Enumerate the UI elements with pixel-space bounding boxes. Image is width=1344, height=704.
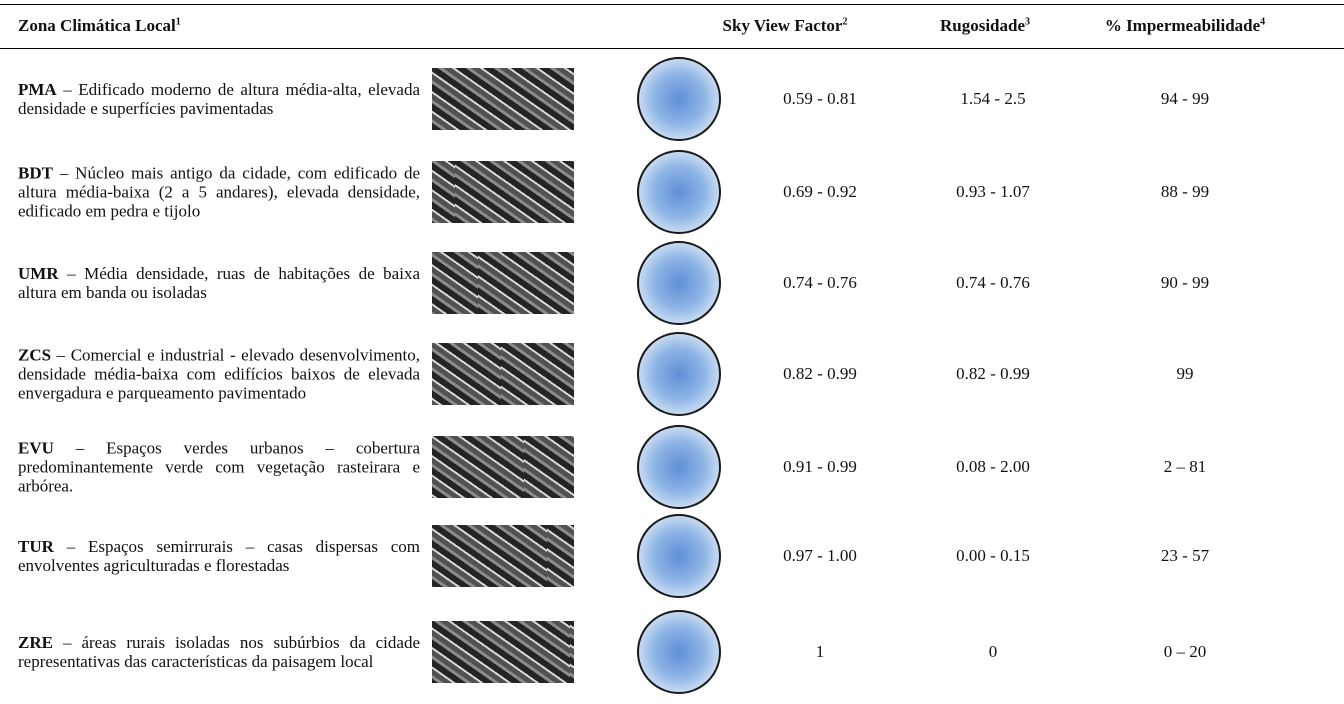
zone-code: UMR (18, 264, 59, 283)
zone-text: – Comercial e industrial - elevado desen… (18, 346, 420, 403)
fisheye-photo (637, 241, 721, 325)
fisheye-photo (637, 57, 721, 141)
header-text: Sky View Factor (723, 16, 843, 35)
table-row: TUR – Espaços semirrurais – casas disper… (0, 510, 1344, 602)
footnote-mark: 2 (842, 16, 847, 27)
fisheye-photo (637, 610, 721, 694)
imperviousness-value: 23 - 57 (1161, 546, 1209, 566)
table-row: ZCS – Comercial e industrial - elevado d… (0, 324, 1344, 424)
table-row: EVU – Espaços verdes urbanos – cobertura… (0, 424, 1344, 510)
fisheye-photo (637, 514, 721, 598)
fisheye-photo (637, 332, 721, 416)
imperviousness-value: 0 – 20 (1164, 642, 1207, 662)
top-rule (0, 4, 1344, 5)
rugosity-value: 0.08 - 2.00 (956, 457, 1030, 477)
footnote-mark: 3 (1025, 16, 1030, 27)
zone-text: – Média densidade, ruas de habitações de… (18, 264, 420, 302)
zone-description: PMA – Edificado moderno de altura média-… (18, 80, 420, 118)
header-rule (0, 48, 1344, 49)
fisheye-photo (637, 150, 721, 234)
rugosity-value: 0.82 - 0.99 (956, 364, 1030, 384)
aerial-photo (432, 525, 574, 587)
footnote-mark: 4 (1260, 16, 1265, 27)
imperviousness-value: 99 (1177, 364, 1194, 384)
fisheye-photo (637, 425, 721, 509)
zone-description: EVU – Espaços verdes urbanos – cobertura… (18, 439, 420, 496)
header-cell: Zona Climática Local1 (18, 16, 181, 36)
zone-description: TUR – Espaços semirrurais – casas disper… (18, 537, 420, 575)
zone-description: UMR – Média densidade, ruas de habitaçõe… (18, 264, 420, 302)
header-text: Rugosidade (940, 16, 1025, 35)
rugosity-value: 0.93 - 1.07 (956, 182, 1030, 202)
table-row: PMA – Edificado moderno de altura média-… (0, 56, 1344, 142)
table-row: UMR – Média densidade, ruas de habitaçõe… (0, 242, 1344, 324)
zone-description: BDT – Núcleo mais antigo da cidade, com … (18, 164, 420, 221)
table-row: ZRE – áreas rurais isoladas nos subúrbio… (0, 602, 1344, 702)
rugosity-value: 0.00 - 0.15 (956, 546, 1030, 566)
imperviousness-value: 2 – 81 (1164, 457, 1207, 477)
svf-value: 0.59 - 0.81 (783, 89, 857, 109)
imperviousness-value: 90 - 99 (1161, 273, 1209, 293)
header-cell: Sky View Factor2 (723, 16, 848, 36)
header-text: % Impermeabilidade (1105, 16, 1260, 35)
zone-text: – Núcleo mais antigo da cidade, com edif… (18, 164, 420, 221)
footnote-mark: 1 (176, 16, 181, 27)
imperviousness-value: 88 - 99 (1161, 182, 1209, 202)
zone-code: BDT (18, 164, 53, 183)
rugosity-value: 0 (989, 642, 998, 662)
aerial-photo (432, 161, 574, 223)
zone-code: PMA (18, 80, 57, 99)
svf-value: 0.69 - 0.92 (783, 182, 857, 202)
header-cell: Rugosidade3 (940, 16, 1030, 36)
zone-text: – Espaços semirrurais – casas dispersas … (18, 537, 420, 575)
zone-code: ZRE (18, 633, 53, 652)
svf-value: 0.97 - 1.00 (783, 546, 857, 566)
rugosity-value: 0.74 - 0.76 (956, 273, 1030, 293)
rugosity-value: 1.54 - 2.5 (960, 89, 1025, 109)
aerial-photo (432, 621, 574, 683)
zone-code: TUR (18, 537, 54, 556)
zone-code: ZCS (18, 346, 51, 365)
zone-code: EVU (18, 439, 54, 458)
imperviousness-value: 94 - 99 (1161, 89, 1209, 109)
svf-value: 0.82 - 0.99 (783, 364, 857, 384)
aerial-photo (432, 252, 574, 314)
zone-text: – áreas rurais isoladas nos subúrbios da… (18, 633, 420, 671)
svf-value: 0.74 - 0.76 (783, 273, 857, 293)
zone-text: – Edificado moderno de altura média-alta… (18, 80, 420, 118)
table-page: Zona Climática Local1Sky View Factor2Rug… (0, 0, 1344, 704)
aerial-photo (432, 68, 574, 130)
table-row: BDT – Núcleo mais antigo da cidade, com … (0, 142, 1344, 242)
svf-value: 0.91 - 0.99 (783, 457, 857, 477)
zone-description: ZRE – áreas rurais isoladas nos subúrbio… (18, 633, 420, 671)
zone-description: ZCS – Comercial e industrial - elevado d… (18, 346, 420, 403)
zone-text: – Espaços verdes urbanos – cobertura pre… (18, 439, 420, 496)
header-cell: % Impermeabilidade4 (1105, 16, 1265, 36)
svf-value: 1 (816, 642, 825, 662)
aerial-photo (432, 343, 574, 405)
header-text: Zona Climática Local (18, 16, 176, 35)
aerial-photo (432, 436, 574, 498)
